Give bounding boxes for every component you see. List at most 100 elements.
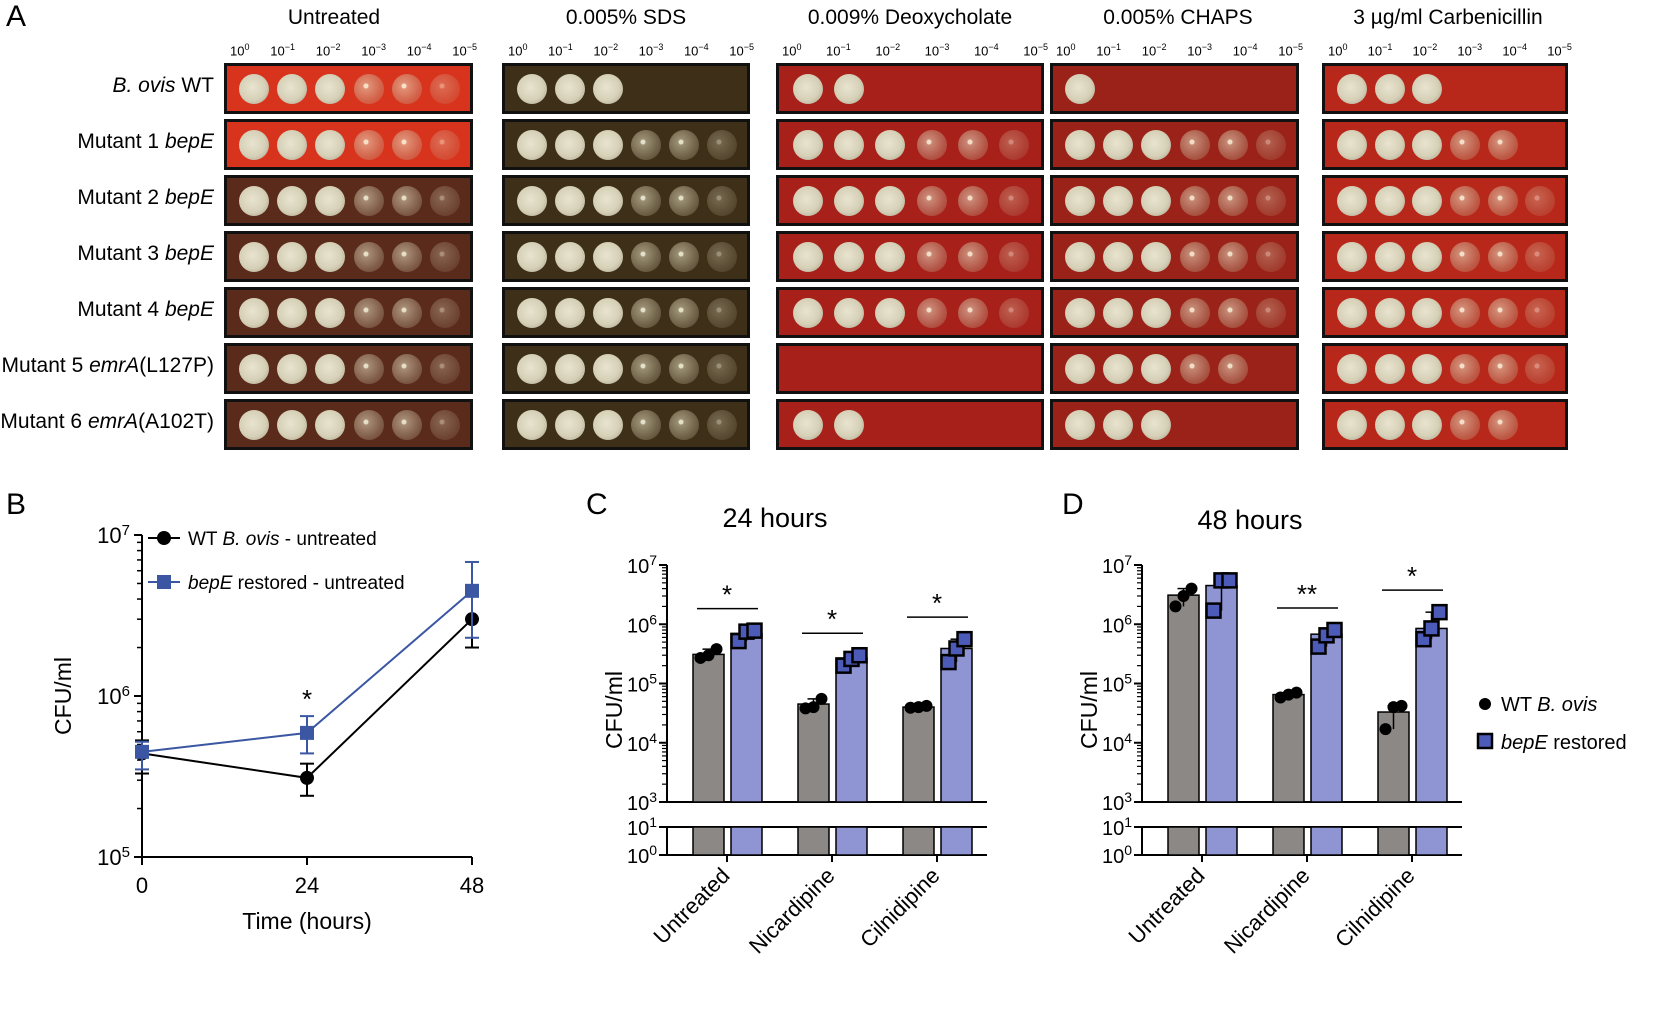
- y-tick-label: 104: [627, 730, 657, 756]
- colony-spot: [391, 73, 422, 104]
- bar: [1205, 584, 1238, 803]
- dilution-label: 10−2: [593, 42, 619, 59]
- colony-spot: [1487, 185, 1518, 216]
- agar-plate: [1322, 119, 1568, 170]
- colony-spot: [1217, 241, 1248, 272]
- colony-spot: [834, 241, 864, 272]
- agar-plate: [1050, 119, 1299, 170]
- agar-plate: [1322, 175, 1568, 226]
- colony-spot: [277, 409, 308, 440]
- colony-spot: [1487, 241, 1518, 272]
- colony-spot: [1412, 129, 1443, 160]
- condition-title: Untreated: [287, 6, 381, 29]
- dilution-label: 10−5: [1547, 42, 1572, 59]
- colony-spot: [999, 297, 1030, 328]
- colony-spot: [1255, 185, 1286, 216]
- colony-spot: [958, 241, 988, 272]
- colony-spot: [593, 297, 623, 328]
- bar: [1272, 693, 1305, 803]
- colony-spot: [1141, 241, 1172, 272]
- agar-plate: [502, 343, 750, 394]
- colony-spot: [916, 129, 947, 160]
- colony-spot: [1336, 353, 1367, 384]
- colony-spot: [669, 409, 699, 440]
- agar-plate: [776, 175, 1044, 226]
- colony-spot: [353, 73, 384, 104]
- colony-spot: [429, 129, 460, 160]
- agar-plate: [502, 231, 750, 282]
- colony-spot: [593, 129, 623, 160]
- data-point: [1379, 723, 1392, 736]
- dilution-label: 10−1: [1096, 42, 1121, 59]
- colony-spot: [631, 185, 661, 216]
- colony-spot: [1217, 129, 1248, 160]
- y-tick-label: 106: [97, 683, 130, 710]
- colony-spot: [631, 353, 661, 384]
- agar-plate: [1322, 343, 1568, 394]
- colony-spot: [239, 409, 270, 440]
- x-tick-label: Untreated: [1124, 863, 1210, 949]
- dilution-label: 100: [1328, 42, 1348, 59]
- colony-spot: [792, 185, 823, 216]
- data-point: [465, 583, 479, 598]
- colony-spot: [315, 241, 346, 272]
- y-tick-label: 106: [1102, 611, 1132, 637]
- colony-spot: [1487, 129, 1518, 160]
- legend-label: bepE restored - untreated: [188, 573, 405, 594]
- colony-spot: [1065, 73, 1096, 104]
- chart-title-24h: 24 hours: [722, 503, 828, 533]
- colony-spot: [669, 297, 699, 328]
- colony-spot: [1065, 409, 1096, 440]
- colony-spot: [1179, 297, 1210, 328]
- dilution-label: 100: [1056, 42, 1076, 59]
- colony-spot: [1412, 185, 1443, 216]
- data-point: [851, 646, 868, 664]
- strain-label: Mutant 1 bepE: [77, 130, 214, 153]
- data-point: [300, 725, 314, 740]
- y-axis-title: CFU/ml: [1076, 671, 1102, 749]
- strain-label: Mutant 5 emrA(L127P): [1, 354, 214, 377]
- colony-spot: [834, 409, 864, 440]
- colony-spot: [1103, 185, 1134, 216]
- bar-chart-24h: 10310410510610710010124 hoursCFU/ml*Untr…: [601, 552, 987, 958]
- data-point: [1169, 600, 1182, 613]
- panel-label-b: B: [6, 488, 27, 521]
- colony-spot: [792, 73, 823, 104]
- bar-lower: [692, 826, 725, 856]
- panel-label-d: D: [1062, 488, 1084, 521]
- bar: [1310, 633, 1343, 803]
- agar-plate: [502, 287, 750, 338]
- agar-plate: [776, 231, 1044, 282]
- y-tick-label: 101: [627, 814, 657, 840]
- x-axis-title: Time (hours): [242, 908, 372, 934]
- colony-spot: [429, 73, 460, 104]
- colony-spot: [517, 297, 547, 328]
- x-tick-label: 0: [136, 873, 148, 898]
- condition-title: 0.005% CHAPS: [1103, 6, 1253, 29]
- dilution-label: 100: [508, 42, 528, 59]
- agar-plate: [224, 175, 473, 226]
- colony-spot: [1179, 241, 1210, 272]
- colony-spot: [517, 241, 547, 272]
- dilution-label: 10−3: [924, 42, 950, 59]
- colony-spot: [277, 185, 308, 216]
- dilution-label: 10−2: [875, 42, 901, 59]
- y-tick-label: 100: [627, 842, 657, 868]
- colony-spot: [1255, 129, 1286, 160]
- colony-spot: [593, 185, 623, 216]
- agar-plate: [1050, 287, 1299, 338]
- colony-spot: [277, 241, 308, 272]
- colony-spot: [1412, 409, 1443, 440]
- dilution-label: 10−5: [452, 42, 477, 59]
- colony-spot: [277, 353, 308, 384]
- data-point: [1326, 621, 1343, 639]
- bar-lower: [1310, 826, 1343, 856]
- colony-spot: [593, 353, 623, 384]
- colony-spot: [429, 353, 460, 384]
- colony-spot: [792, 241, 823, 272]
- y-tick-label: 105: [1102, 671, 1132, 697]
- data-point: [710, 643, 723, 656]
- colony-spot: [916, 297, 947, 328]
- legend-marker: [157, 531, 171, 545]
- colony-spot: [391, 241, 422, 272]
